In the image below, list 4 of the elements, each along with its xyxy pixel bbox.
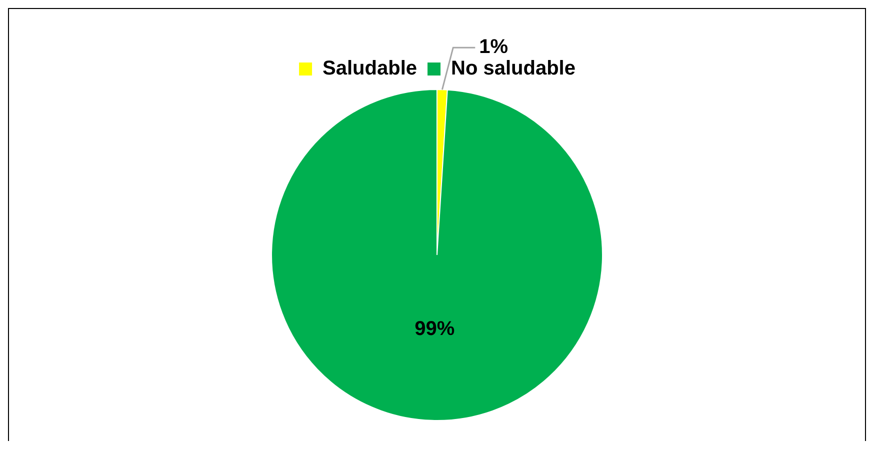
legend-label: No saludable	[451, 58, 576, 80]
legend-label: Saludable	[322, 58, 418, 80]
data-label: 99%	[414, 318, 455, 340]
data-label: 1%	[479, 36, 508, 58]
